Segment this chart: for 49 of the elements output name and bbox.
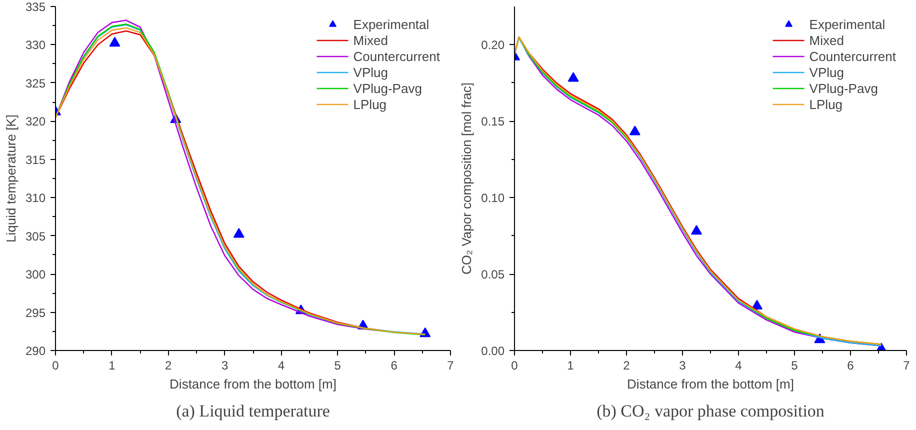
- y-tick-label: 0.10: [481, 191, 505, 206]
- x-tick-label: 5: [334, 358, 342, 372]
- legend-label: Experimental: [809, 16, 886, 32]
- x-tick-label: 3: [221, 358, 228, 372]
- text: (b) CO₂ vapor phase composition: [596, 402, 825, 420]
- legend-label: LPlug: [809, 96, 843, 112]
- x-tick-label: 4: [735, 358, 742, 372]
- text: (a) Liquid temperature: [176, 402, 330, 420]
- y-tick-label: 295: [25, 306, 46, 320]
- x-tick-label: 3: [679, 358, 686, 372]
- y-tick-label: 0.05: [481, 268, 505, 282]
- y-tick-label: 0.00: [481, 344, 505, 358]
- legend-label: VPlug: [353, 64, 388, 80]
- x-axis-title: Distance from the bottom [m]: [627, 376, 794, 392]
- x-tick-label: 0: [52, 358, 60, 372]
- x-tick-label: 6: [847, 358, 854, 372]
- y-tick-label: 300: [25, 268, 46, 282]
- y-tick-label: 320: [25, 114, 46, 129]
- x-tick-label: 0: [511, 358, 518, 372]
- y-tick-label: 0.20: [481, 38, 505, 52]
- legend-label: Mixed: [353, 32, 388, 48]
- x-tick-label: 2: [623, 358, 630, 372]
- x-tick-label: 1: [567, 358, 574, 372]
- x-tick-label: 2: [165, 358, 172, 372]
- y-tick-label: 335: [25, 0, 46, 14]
- y-axis-title: CO₂ Vapor composition [mol frac]: [459, 82, 474, 274]
- y-tick-label: 325: [25, 76, 46, 90]
- legend-label: Experimental: [353, 16, 430, 32]
- legend-label: Mixed: [809, 32, 844, 48]
- legend-label: VPlug: [809, 64, 844, 80]
- x-axis-title: Distance from the bottom [m]: [170, 376, 336, 392]
- legend-label: Countercurrent: [353, 48, 440, 64]
- x-tick-label: 1: [108, 358, 116, 372]
- y-tick-label: 315: [25, 152, 46, 167]
- y-tick-label: 330: [25, 38, 46, 52]
- x-tick-label: 7: [903, 358, 910, 372]
- x-tick-label: 6: [390, 358, 398, 372]
- y-tick-label: 305: [25, 229, 46, 244]
- legend-label: Countercurrent: [809, 48, 896, 64]
- legend-label: LPlug: [353, 96, 387, 112]
- x-tick-label: 5: [791, 358, 798, 372]
- y-axis-title: Liquid temperature [K]: [3, 114, 18, 242]
- x-tick-label: 4: [278, 358, 285, 372]
- y-tick-label: 310: [25, 191, 46, 206]
- x-tick-label: 7: [447, 358, 454, 372]
- legend-label: VPlug-Pavg: [809, 80, 878, 96]
- legend-label: VPlug-Pavg: [353, 80, 422, 96]
- y-tick-label: 290: [25, 344, 46, 358]
- y-tick-label: 0.15: [481, 114, 505, 129]
